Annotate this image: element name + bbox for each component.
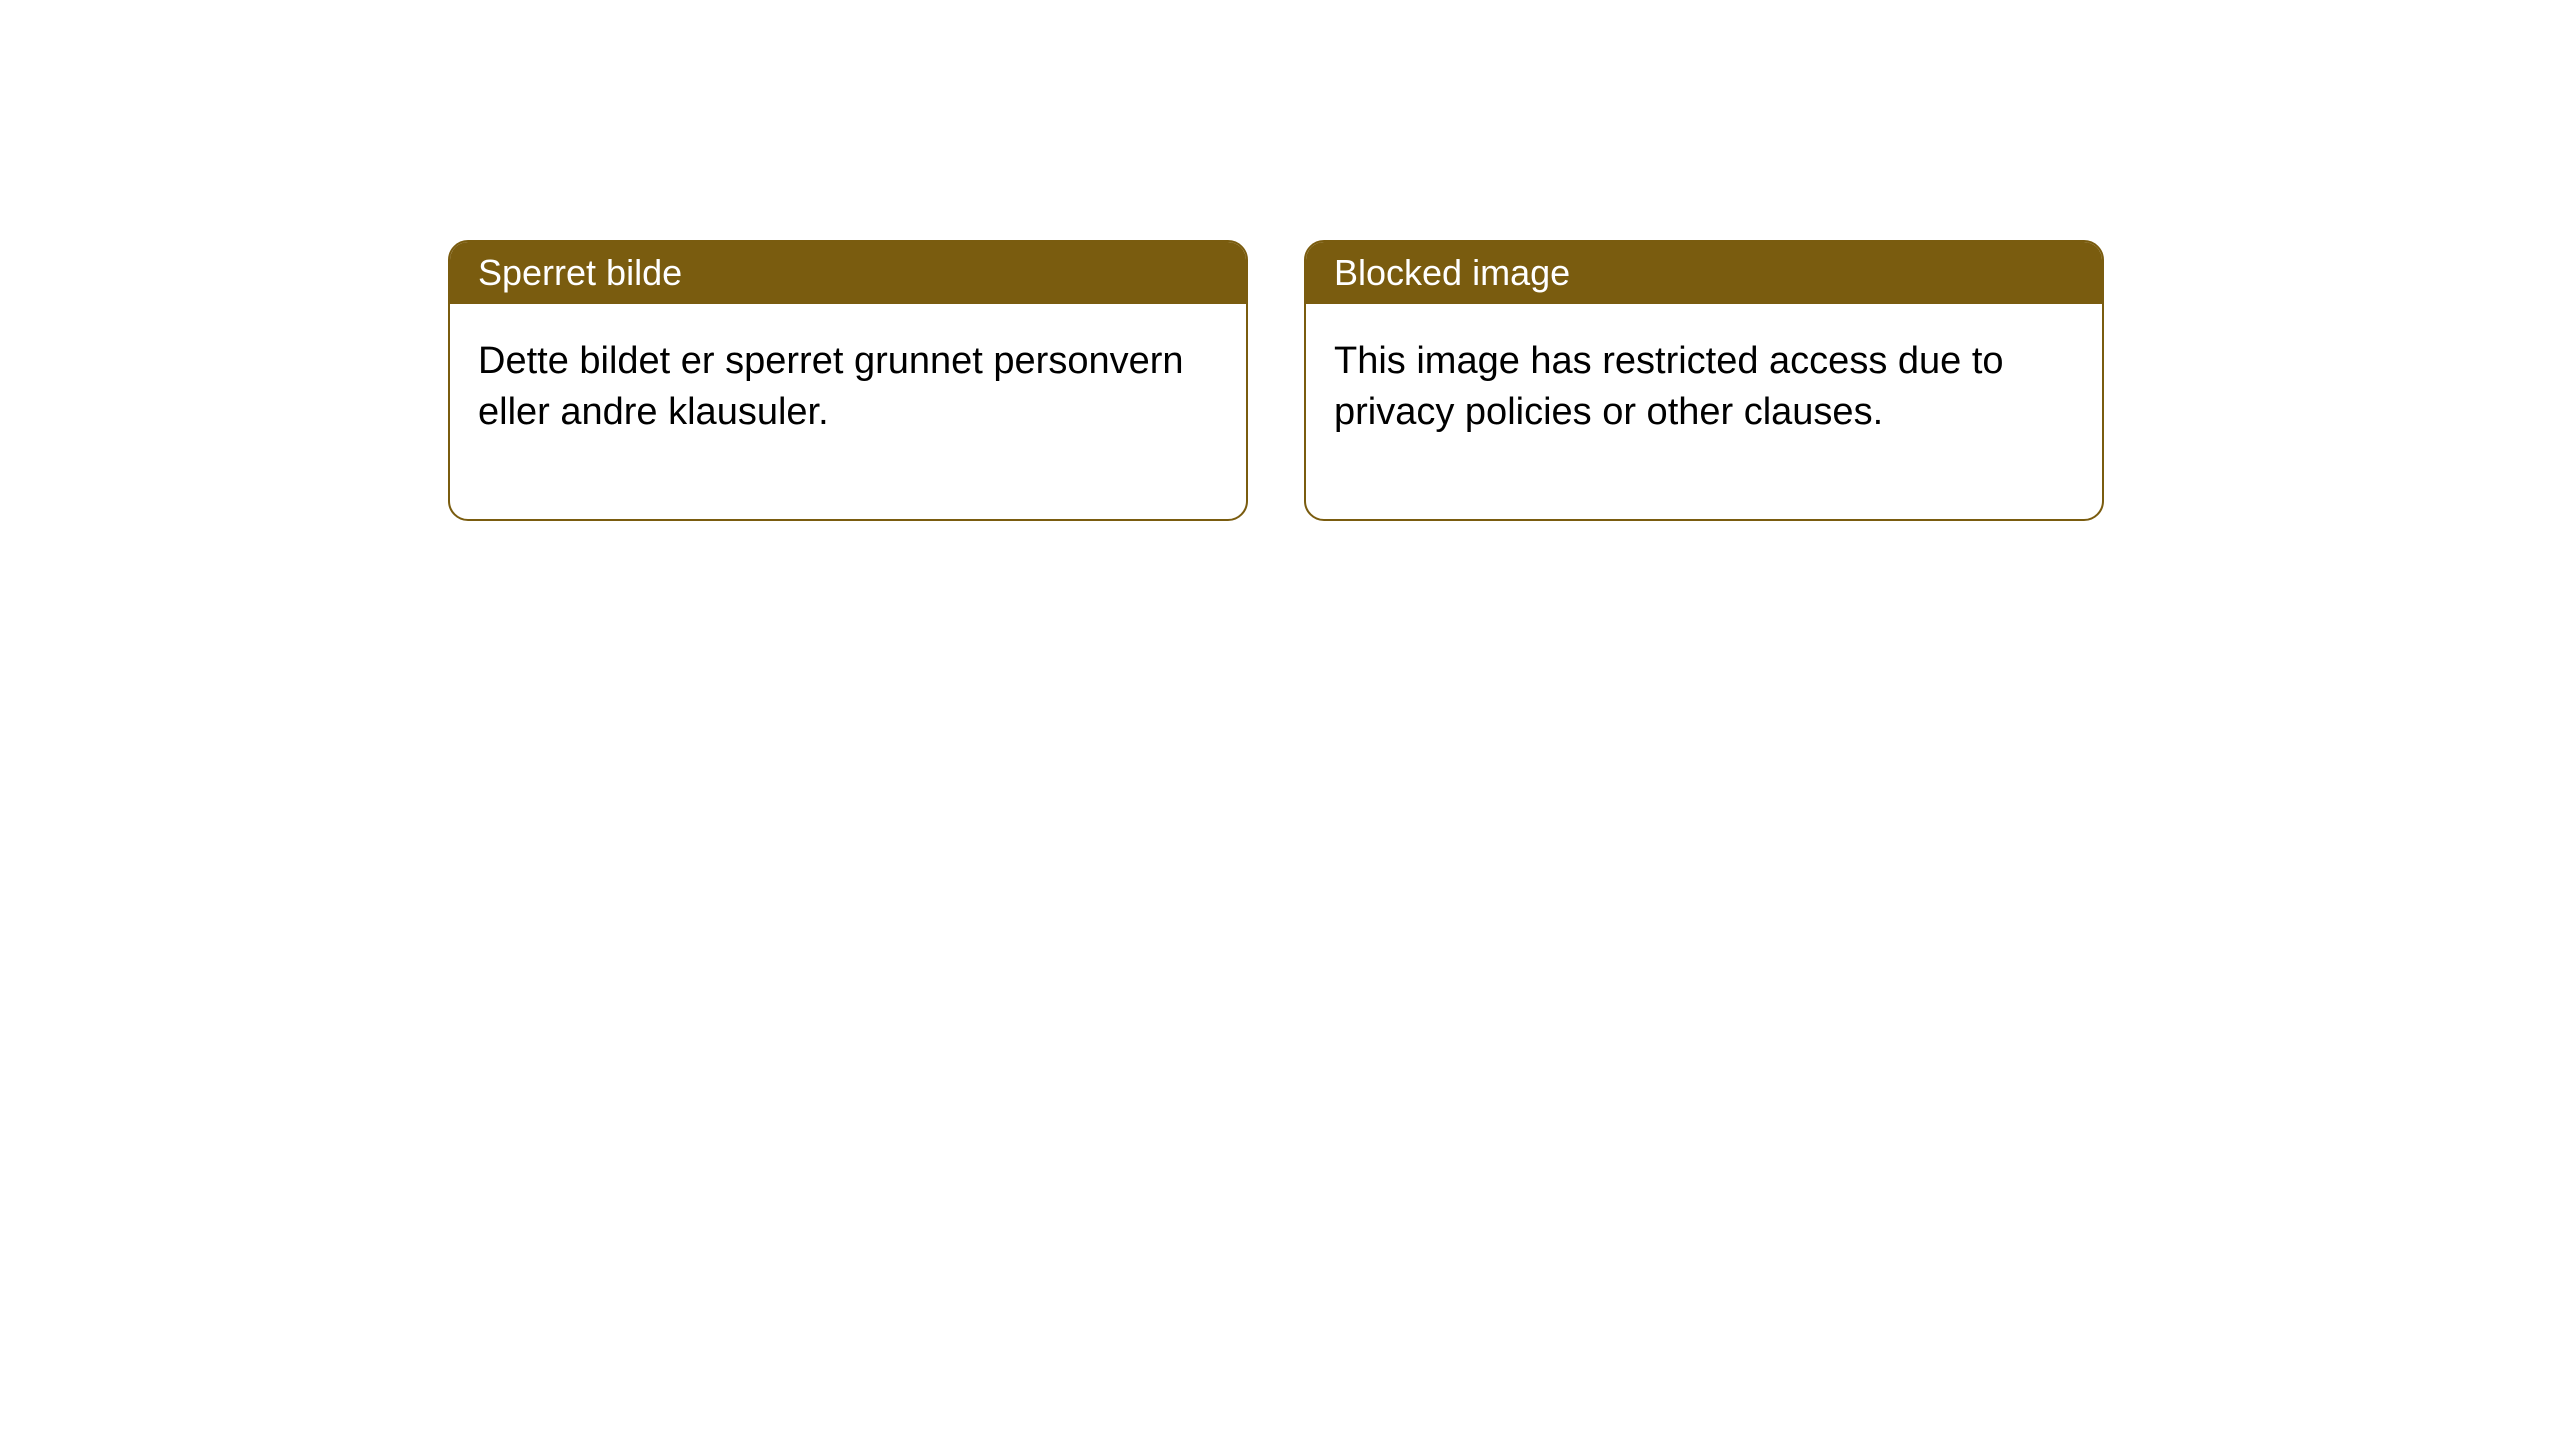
notice-container: Sperret bilde Dette bildet er sperret gr… — [0, 0, 2560, 521]
notice-card-english: Blocked image This image has restricted … — [1304, 240, 2104, 521]
notice-body: This image has restricted access due to … — [1306, 304, 2102, 519]
notice-card-norwegian: Sperret bilde Dette bildet er sperret gr… — [448, 240, 1248, 521]
notice-header: Blocked image — [1306, 242, 2102, 304]
notice-body: Dette bildet er sperret grunnet personve… — [450, 304, 1246, 519]
notice-header: Sperret bilde — [450, 242, 1246, 304]
